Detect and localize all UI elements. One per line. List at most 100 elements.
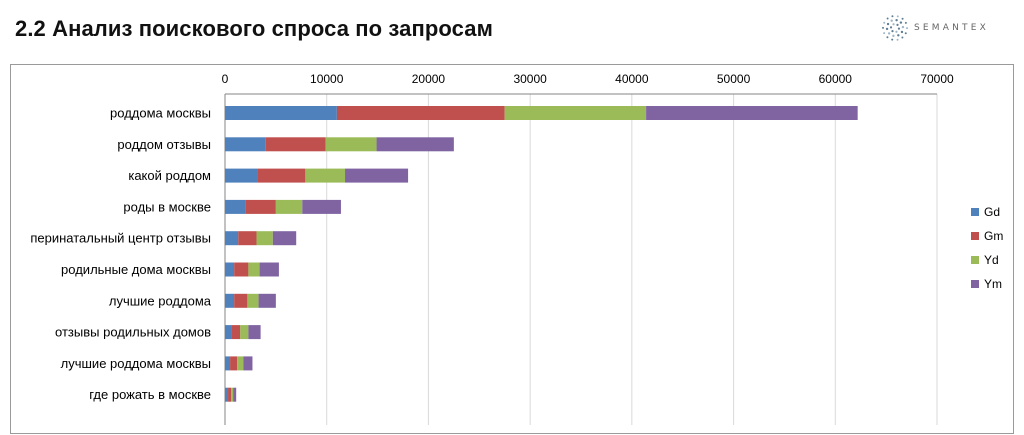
- x-tick-label: 50000: [717, 72, 751, 86]
- bar-segment-gm: [336, 106, 505, 120]
- logo-dot: [890, 19, 893, 22]
- category-label: перинатальный центр отзывы: [30, 231, 211, 246]
- category-label: роды в москве: [123, 199, 211, 214]
- bar-segment-yd: [231, 387, 234, 402]
- bar-segment-gd: [225, 387, 229, 402]
- category-label: лучшие роддома: [109, 293, 212, 308]
- logo-dot: [883, 32, 886, 35]
- bar-segment-ym: [243, 356, 253, 371]
- category-label: отзывы родильных домов: [55, 325, 211, 340]
- x-tick-label: 30000: [513, 72, 547, 86]
- legend-swatch: [971, 280, 979, 288]
- logo-dot: [895, 18, 898, 22]
- logo-text: SEMANTEX: [914, 23, 990, 33]
- bar-segment-gd: [225, 199, 246, 214]
- logo-dot: [896, 38, 899, 41]
- category-label: какой роддом: [128, 168, 211, 183]
- logo-dot: [895, 30, 898, 33]
- bar-segment-gm: [245, 199, 276, 214]
- category-label: где рожать в москве: [89, 387, 211, 402]
- logo-dot: [892, 34, 895, 38]
- logo-dot: [900, 30, 904, 34]
- logo-dot: [901, 36, 904, 39]
- x-tick-label: 60000: [819, 72, 853, 86]
- dotted-circle-logo-icon: [882, 15, 908, 41]
- semantex-logo: SEMANTEX: [880, 12, 989, 44]
- logo-dot: [904, 21, 907, 24]
- logo-dot: [896, 23, 899, 26]
- logo-dot: [892, 23, 895, 26]
- logo-dot: [905, 27, 908, 30]
- logo-dot: [904, 32, 907, 35]
- logo-dot: [886, 22, 890, 26]
- bar-segment-ym: [646, 106, 858, 120]
- legend-label: Ym: [984, 277, 1002, 291]
- category-label: лучшие роддома москвы: [61, 356, 211, 371]
- logo-dot: [885, 27, 889, 31]
- bar-segment-gd: [225, 106, 337, 120]
- bar-segment-gd: [225, 231, 239, 246]
- logo-dot: [886, 36, 889, 39]
- bar-segment-gm: [234, 293, 248, 308]
- bar-segment-gm: [230, 356, 238, 371]
- logo-dot: [899, 21, 903, 24]
- bar-segment-gd: [225, 356, 231, 371]
- x-tick-label: 10000: [310, 72, 344, 86]
- bar-segment-gm: [234, 262, 249, 277]
- logo-dot: [897, 34, 900, 37]
- logo-dot: [891, 15, 894, 18]
- x-tick-label: 0: [222, 72, 229, 86]
- bar-segment-yd: [305, 168, 346, 183]
- bar-segment-yd: [504, 106, 647, 120]
- legend-swatch: [971, 232, 979, 240]
- x-tick-label: 70000: [920, 72, 954, 86]
- bar-segment-ym: [259, 262, 279, 277]
- logo-dot: [883, 21, 886, 24]
- bar-segment-ym: [258, 293, 276, 308]
- bar-segment-ym: [248, 325, 261, 340]
- x-tick-label: 40000: [615, 72, 649, 86]
- category-label: роддом отзывы: [117, 137, 211, 152]
- bar-segment-ym: [376, 137, 454, 152]
- bar-segment-gd: [225, 262, 235, 277]
- logo-dot: [896, 15, 899, 18]
- bar-segment-yd: [240, 325, 249, 340]
- bar-segment-gm: [228, 387, 232, 402]
- legend-swatch: [971, 256, 979, 264]
- legend-label: Gd: [984, 205, 1000, 219]
- logo-dot: [897, 27, 901, 30]
- logo-dot: [891, 38, 894, 41]
- bar-segment-yd: [247, 293, 259, 308]
- bar-segment-ym: [272, 231, 297, 246]
- logo-dot: [889, 26, 893, 29]
- legend-label: Gm: [984, 229, 1003, 243]
- bar-segment-gm: [257, 168, 306, 183]
- bar-segment-yd: [275, 199, 303, 214]
- logo-dot: [887, 32, 891, 35]
- bar-segment-ym: [302, 199, 341, 214]
- logo-dot: [891, 30, 894, 33]
- bar-segment-ym: [233, 387, 237, 402]
- bar-segment-yd: [248, 262, 260, 277]
- logo-dot: [886, 17, 889, 20]
- legend-swatch: [971, 208, 979, 216]
- category-label: роддома москвы: [110, 106, 211, 121]
- bar-segment-gd: [225, 168, 258, 183]
- slide-title: 2.2 Анализ поискового спроса по запросам: [15, 16, 493, 41]
- bar-segment-yd: [325, 137, 377, 152]
- bar-segment-gd: [225, 293, 235, 308]
- logo-dot: [901, 25, 905, 29]
- bar-segment-gm: [231, 325, 241, 340]
- stacked-bar-chart: 0 10000 20000 30000 40000 50000 60000 70000 родд…: [30, 72, 1003, 425]
- bar-segment-yd: [256, 231, 273, 246]
- bar-segment-gd: [225, 325, 232, 340]
- bar-segment-gd: [225, 137, 266, 152]
- chart-frame: 0 10000 20000 30000 40000 50000 60000 70000 родд…: [10, 64, 1014, 434]
- x-tick-label: 20000: [412, 72, 446, 86]
- bar-segment-gm: [238, 231, 257, 246]
- legend-label: Yd: [984, 253, 999, 267]
- bar-segment-gm: [265, 137, 326, 152]
- logo-dot: [882, 26, 885, 29]
- category-label: родильные дома москвы: [61, 262, 211, 277]
- bar-segment-ym: [345, 168, 409, 183]
